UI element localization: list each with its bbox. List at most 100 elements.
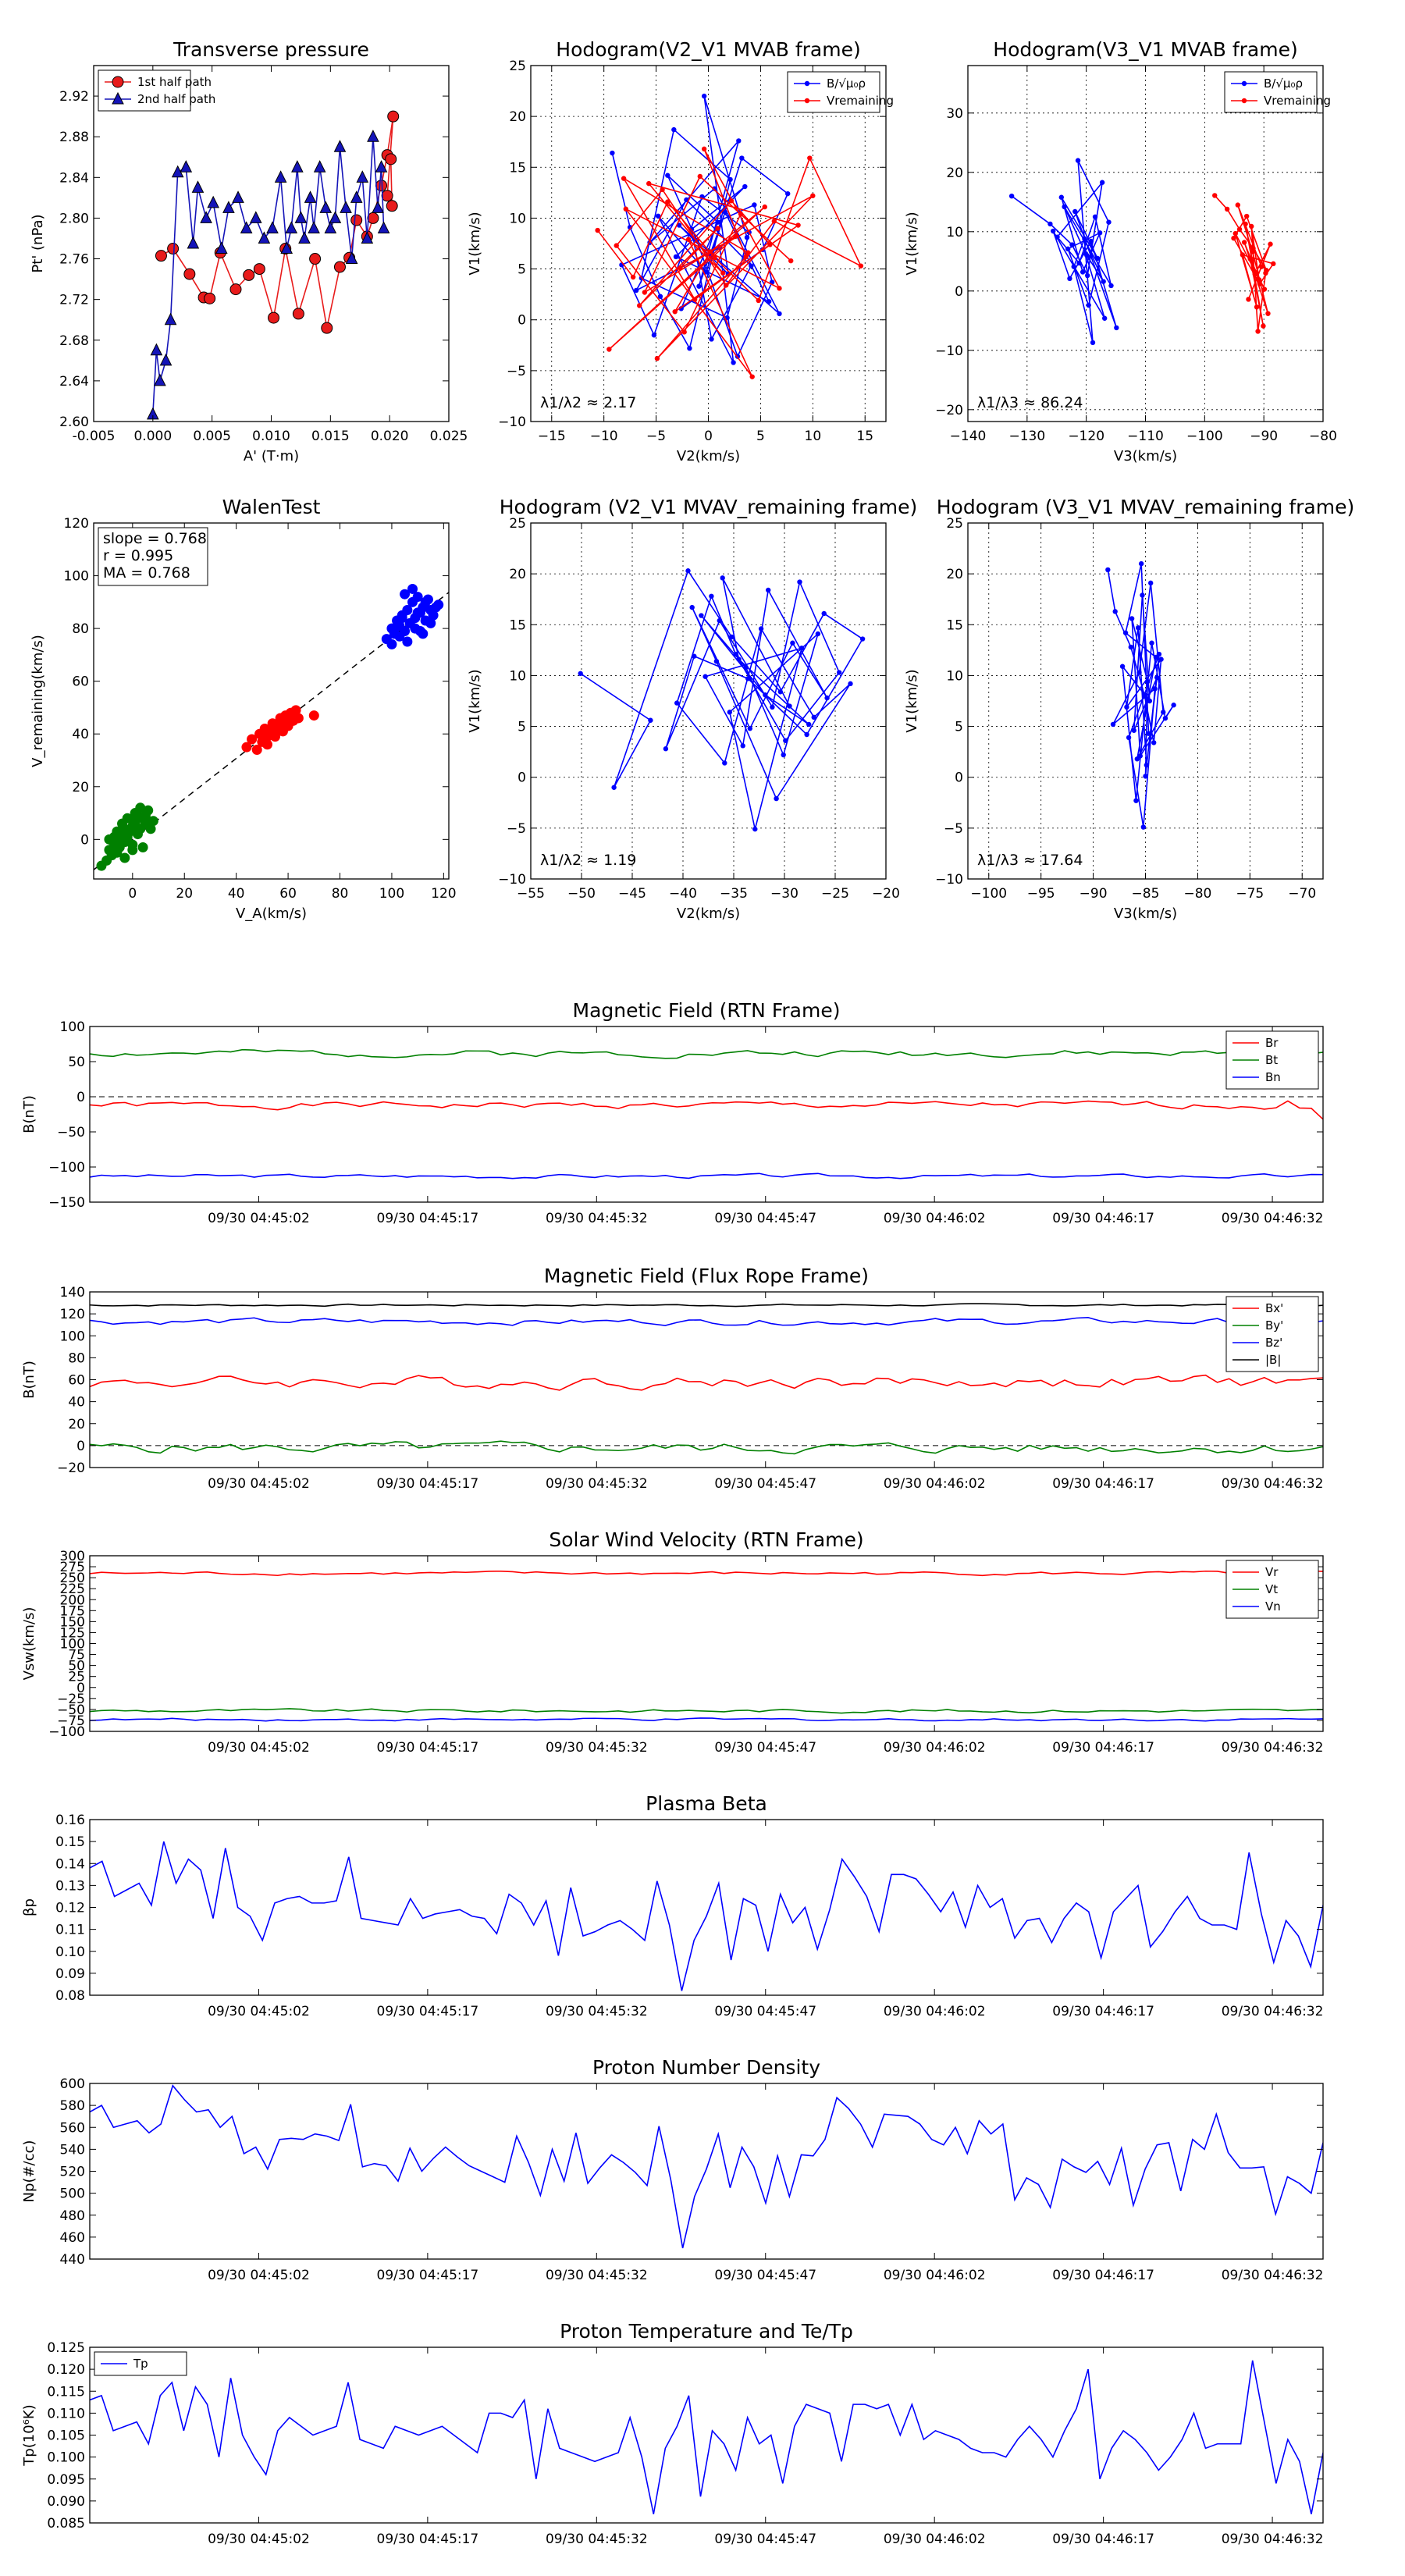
y-tick-label: 0.105 <box>47 2428 85 2444</box>
data-point <box>749 263 754 269</box>
data-point <box>799 646 805 651</box>
data-point <box>425 617 436 628</box>
y-tick-label: 0.09 <box>55 1966 85 1982</box>
data-point <box>1246 297 1251 302</box>
data-point <box>1232 230 1238 237</box>
x-axis-label: V3(km/s) <box>1114 448 1177 464</box>
chart-title: Magnetic Field (RTN Frame) <box>573 999 841 1022</box>
data-point <box>715 219 720 225</box>
data-point <box>1128 644 1133 650</box>
legend-label: |B| <box>1265 1353 1281 1367</box>
y-tick-label: 600 <box>60 2076 85 2092</box>
x-axis-label: V_A(km/s) <box>236 906 307 922</box>
data-point <box>777 311 782 317</box>
y-tick-label: 50 <box>68 1659 85 1674</box>
chart-title: Hodogram(V2_V1 MVAB frame) <box>556 38 860 61</box>
x-tick-label: 09/30 04:45:32 <box>546 2532 648 2547</box>
data-point <box>685 568 691 574</box>
data-point <box>788 258 794 264</box>
data-point <box>1114 325 1119 331</box>
data-point <box>815 631 821 637</box>
data-point <box>119 852 130 863</box>
chart-title: Transverse pressure <box>173 38 369 61</box>
data-point <box>1224 206 1230 212</box>
y-tick-label: 0.090 <box>47 2494 85 2510</box>
data-point <box>656 213 661 219</box>
chart-title: Magnetic Field (Flux Rope Frame) <box>544 1265 869 1287</box>
x-tick-label: −100 <box>970 886 1007 902</box>
y-tick-label: 0.16 <box>55 1813 85 1828</box>
data-point <box>345 251 358 265</box>
y-tick-label: 540 <box>60 2142 85 2158</box>
data-point <box>692 297 698 302</box>
chart-magnetic-field-flux-rope: −20 0 20 40 60 80 100 120 140 09/30 04:45:02 09/30… <box>21 1265 1324 1492</box>
x-tick-label: 09/30 04:46:02 <box>884 2004 986 2019</box>
legend-box <box>1224 71 1318 113</box>
legend-marker <box>1241 98 1247 104</box>
data-point <box>1069 242 1075 247</box>
y-tick-label: 0 <box>80 832 89 848</box>
y-tick-label: 0.14 <box>55 1856 85 1872</box>
data-point <box>733 233 738 240</box>
data-point <box>678 306 684 311</box>
data-point <box>1231 235 1236 241</box>
data-point <box>1256 277 1262 283</box>
data-point <box>1112 609 1118 614</box>
data-point <box>232 190 244 203</box>
data-point <box>1101 315 1108 321</box>
y-axis-label: V1(km/s) <box>904 669 920 732</box>
data-point <box>381 190 393 202</box>
legend-label: B/√μ₀ρ <box>1264 76 1303 91</box>
data-point <box>701 146 707 152</box>
x-tick-label: 10 <box>805 429 822 444</box>
data-point <box>298 231 311 244</box>
data-point <box>777 689 783 695</box>
x-tick-label: 80 <box>332 886 349 902</box>
data-point <box>736 138 742 144</box>
data-point <box>1143 774 1148 779</box>
data-point <box>785 190 791 197</box>
x-tick-label: −40 <box>669 886 697 902</box>
data-point <box>687 345 692 351</box>
y-axis-label: V_remaining(km/s) <box>30 635 46 767</box>
data-point <box>807 155 813 161</box>
data-point <box>249 211 262 223</box>
data-point <box>1101 279 1106 284</box>
y-axis-label: V1(km/s) <box>904 212 920 275</box>
data-point <box>738 212 744 217</box>
data-point <box>720 575 725 581</box>
y-tick-label: 2.72 <box>59 293 89 308</box>
x-axis-label: V3(km/s) <box>1114 906 1177 922</box>
y-tick-label: −5 <box>944 821 963 837</box>
data-point <box>274 170 287 183</box>
data-point <box>795 222 801 228</box>
y-tick-label: 0 <box>518 770 526 786</box>
data-point <box>1161 710 1166 715</box>
x-tick-label: 09/30 04:45:32 <box>546 2004 648 2019</box>
data-point <box>386 639 397 649</box>
chart-hodogram-v3-v1-mvav: −10 −5 0 5 10 15 20 25 −100 −95 −90 −85 −80 −75 −70 Hod… <box>904 496 1354 922</box>
y-tick-label: 440 <box>60 2252 85 2268</box>
y-axis-label: Pt' (nPa) <box>30 214 46 272</box>
data-point <box>1243 213 1250 219</box>
x-tick-label: −100 <box>1186 429 1223 444</box>
data-point <box>1138 560 1144 567</box>
y-tick-label: 10 <box>509 668 526 684</box>
data-point <box>614 243 619 248</box>
x-tick-label: 09/30 04:46:02 <box>884 1476 986 1492</box>
data-point <box>1134 756 1140 762</box>
data-point <box>1084 253 1090 258</box>
plot-area <box>90 2084 1323 2249</box>
series-line-βp <box>90 1841 1323 1991</box>
data-point <box>1110 721 1116 728</box>
data-point <box>1236 226 1243 232</box>
x-tick-label: 09/30 04:45:32 <box>546 1740 648 1756</box>
x-tick-label: 09/30 04:46:17 <box>1052 2268 1154 2283</box>
data-point <box>267 723 278 734</box>
y-tick-label: 25 <box>509 516 526 532</box>
y-tick-label: −10 <box>935 872 963 888</box>
plot-area <box>147 110 400 420</box>
legend-label: Vremaining <box>827 94 894 108</box>
data-point <box>275 715 286 726</box>
